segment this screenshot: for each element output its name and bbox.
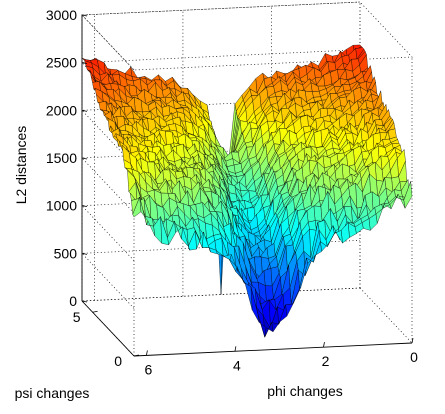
y-tick-mark-0 (133, 354, 140, 357)
grid-line-z-4 (81, 96, 361, 166)
y-tick-label-1: 5 (73, 309, 81, 325)
x-axis-label: phi changes (267, 383, 343, 399)
x-tick-label-3: 6 (144, 361, 152, 377)
z-tick-mark-2 (81, 205, 88, 208)
y-tick-label-0: 0 (114, 353, 122, 369)
box-back-bottom-edge (81, 287, 361, 302)
z-tick-label-5: 2500 (46, 55, 77, 71)
x-tick-mark-2 (234, 346, 237, 352)
x-tick-mark-1 (323, 342, 325, 348)
x-axis-line (133, 342, 413, 357)
z-axis-label: L2 distances (13, 126, 29, 205)
tick-marks (81, 14, 414, 357)
grid-line-z-3 (81, 144, 361, 214)
surface-cell (243, 282, 253, 310)
y-tick-labels: 05 (73, 309, 122, 369)
x-tick-label-0: 0 (410, 349, 418, 365)
surface-cell (161, 105, 171, 117)
y-tick-mark-1 (92, 310, 98, 313)
surface-cell (323, 72, 332, 87)
z-tick-label-0: 0 (69, 293, 77, 309)
z-tick-mark-0 (81, 300, 88, 303)
z-tick-label-3: 1500 (46, 150, 77, 166)
z-tick-mark-6 (81, 14, 88, 17)
z-tick-label-6: 3000 (46, 7, 77, 23)
z-tick-label-2: 1000 (46, 198, 77, 214)
box-top-outline (81, 1, 413, 71)
x-tick-label-2: 4 (233, 357, 241, 373)
z-tick-mark-5 (81, 62, 88, 65)
z-tick-label-1: 500 (54, 245, 78, 261)
y-axis-label: psi changes (15, 385, 90, 401)
x-tick-labels: 0 2 4 6 (144, 349, 418, 377)
surface-cell (132, 197, 142, 218)
grid-line-z-6 (81, 1, 361, 71)
surface-mesh (81, 44, 413, 338)
z-tick-mark-3 (81, 157, 88, 160)
z-tick-mark-4 (81, 109, 88, 112)
x-tick-mark-3 (146, 350, 148, 356)
y-axis-line (81, 300, 135, 357)
x-tick-label-1: 2 (322, 353, 330, 369)
box-right-bottom-edge (359, 287, 413, 344)
grid-line-z-2 (81, 192, 361, 261)
z-tick-label-4: 2000 (46, 102, 77, 118)
z-tick-mark-1 (81, 252, 88, 255)
x-tick-mark-0 (411, 337, 414, 344)
grid-line-z-1 (81, 239, 361, 309)
z-tick-labels: 0 500 1000 1500 2000 2500 3000 (46, 7, 77, 309)
grid-line-z-0 (81, 287, 361, 357)
